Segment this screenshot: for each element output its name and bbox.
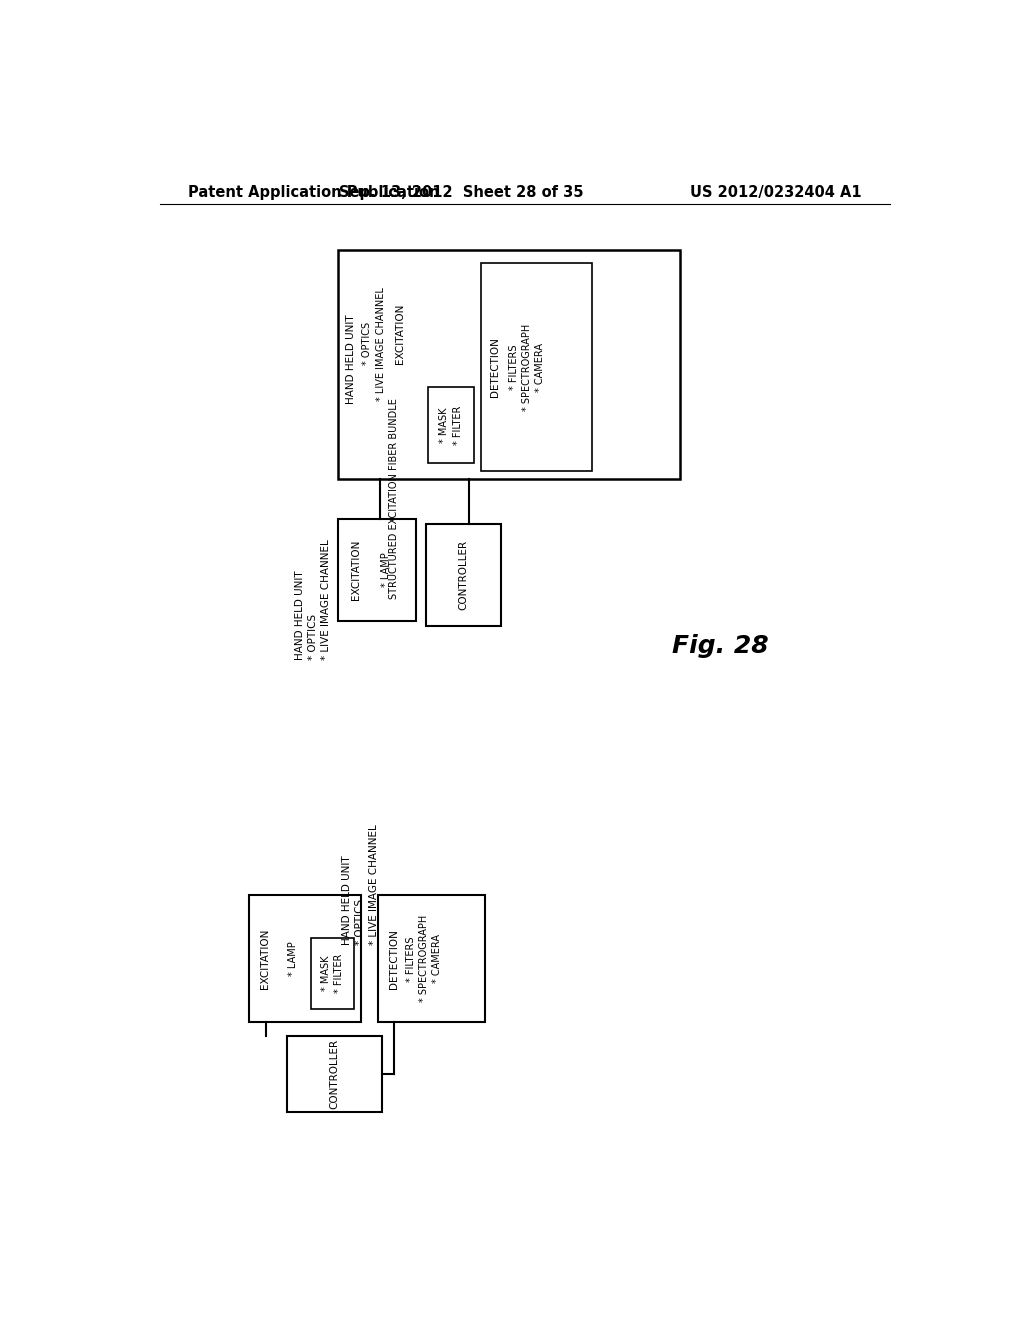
FancyBboxPatch shape — [428, 387, 474, 463]
Text: HAND HELD UNIT
* OPTICS
* LIVE IMAGE CHANNEL: HAND HELD UNIT * OPTICS * LIVE IMAGE CHA… — [342, 824, 379, 945]
Text: EXCITATION: EXCITATION — [260, 929, 270, 989]
Text: HAND HELD UNIT: HAND HELD UNIT — [346, 314, 356, 404]
FancyBboxPatch shape — [426, 524, 501, 626]
FancyBboxPatch shape — [338, 519, 416, 620]
Text: Patent Application Publication: Patent Application Publication — [187, 185, 439, 201]
Text: * MASK
* FILTER: * MASK * FILTER — [321, 954, 344, 993]
Text: EXCITATION: EXCITATION — [351, 540, 360, 601]
FancyBboxPatch shape — [338, 249, 680, 479]
Text: DETECTION: DETECTION — [389, 929, 399, 989]
Text: Sep. 13, 2012  Sheet 28 of 35: Sep. 13, 2012 Sheet 28 of 35 — [339, 185, 584, 201]
Text: * FILTERS
* SPECTROGRAPH
* CAMERA: * FILTERS * SPECTROGRAPH * CAMERA — [406, 915, 442, 1002]
FancyBboxPatch shape — [481, 263, 592, 471]
Text: CONTROLLER: CONTROLLER — [330, 1039, 339, 1109]
Text: DETECTION: DETECTION — [490, 338, 501, 397]
Text: * MASK
* FILTER: * MASK * FILTER — [439, 405, 463, 445]
Text: HAND HELD UNIT
* OPTICS
* LIVE IMAGE CHANNEL: HAND HELD UNIT * OPTICS * LIVE IMAGE CHA… — [295, 540, 331, 660]
FancyBboxPatch shape — [250, 895, 360, 1022]
Text: CONTROLLER: CONTROLLER — [459, 540, 468, 610]
Text: * FILTERS
* SPECTROGRAPH
* CAMERA: * FILTERS * SPECTROGRAPH * CAMERA — [509, 323, 546, 411]
FancyBboxPatch shape — [310, 939, 354, 1008]
Text: STRUCTURED EXCITATION FIBER BUNDLE: STRUCTURED EXCITATION FIBER BUNDLE — [389, 399, 399, 599]
Text: * LAMP: * LAMP — [288, 941, 298, 977]
FancyBboxPatch shape — [378, 895, 485, 1022]
Text: EXCITATION: EXCITATION — [395, 304, 406, 364]
Text: Fig. 28: Fig. 28 — [672, 635, 768, 659]
Text: * OPTICS
* LIVE IMAGE CHANNEL: * OPTICS * LIVE IMAGE CHANNEL — [362, 286, 386, 401]
FancyBboxPatch shape — [287, 1036, 382, 1111]
Text: * LAMP: * LAMP — [381, 553, 391, 587]
Text: US 2012/0232404 A1: US 2012/0232404 A1 — [690, 185, 862, 201]
